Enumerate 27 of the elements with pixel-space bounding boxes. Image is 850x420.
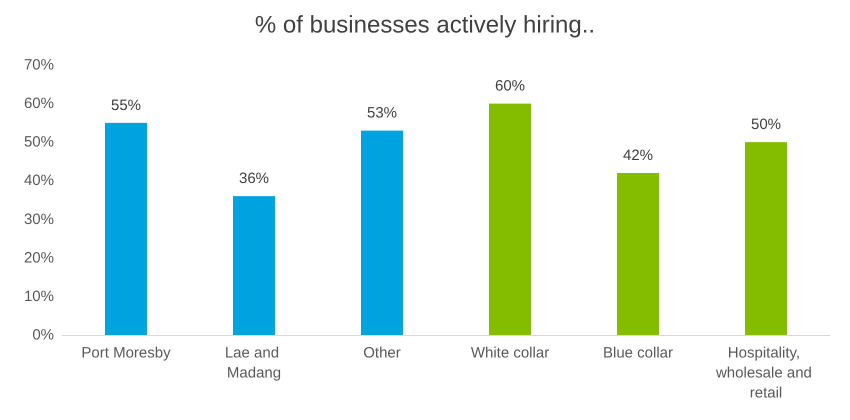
x-tick-label: Port Moresby <box>81 344 172 362</box>
y-tick-label: 40% <box>24 172 54 190</box>
bar <box>489 104 531 335</box>
y-tick-label: 50% <box>24 134 54 151</box>
data-label: 60% <box>494 78 526 95</box>
data-label: 42% <box>622 147 654 164</box>
x-tick-label: Hospitality, wholesale and retail <box>714 344 816 402</box>
data-label: 36% <box>238 170 270 188</box>
y-tick-label: 30% <box>24 210 54 228</box>
y-tick-label: 0% <box>32 326 54 344</box>
bar <box>233 196 275 335</box>
chart-title: % of businesses actively hiring.. <box>254 12 596 38</box>
data-label: 50% <box>750 116 782 134</box>
bar <box>361 130 403 335</box>
y-tick-label: 20% <box>24 249 54 266</box>
data-label: 53% <box>366 104 398 122</box>
y-tick-label: 60% <box>24 95 54 112</box>
y-tick-label: 70% <box>24 56 54 74</box>
data-label: 55% <box>110 96 142 114</box>
x-tick-label: White collar <box>470 344 550 362</box>
x-tick-label: Lae and Madang <box>224 344 284 382</box>
bar <box>617 173 659 335</box>
y-tick-label: 10% <box>24 288 54 305</box>
bar <box>745 142 787 335</box>
x-tick-label: Other <box>363 344 401 362</box>
bar <box>105 122 147 335</box>
x-tick-label: Blue collar <box>602 344 674 362</box>
